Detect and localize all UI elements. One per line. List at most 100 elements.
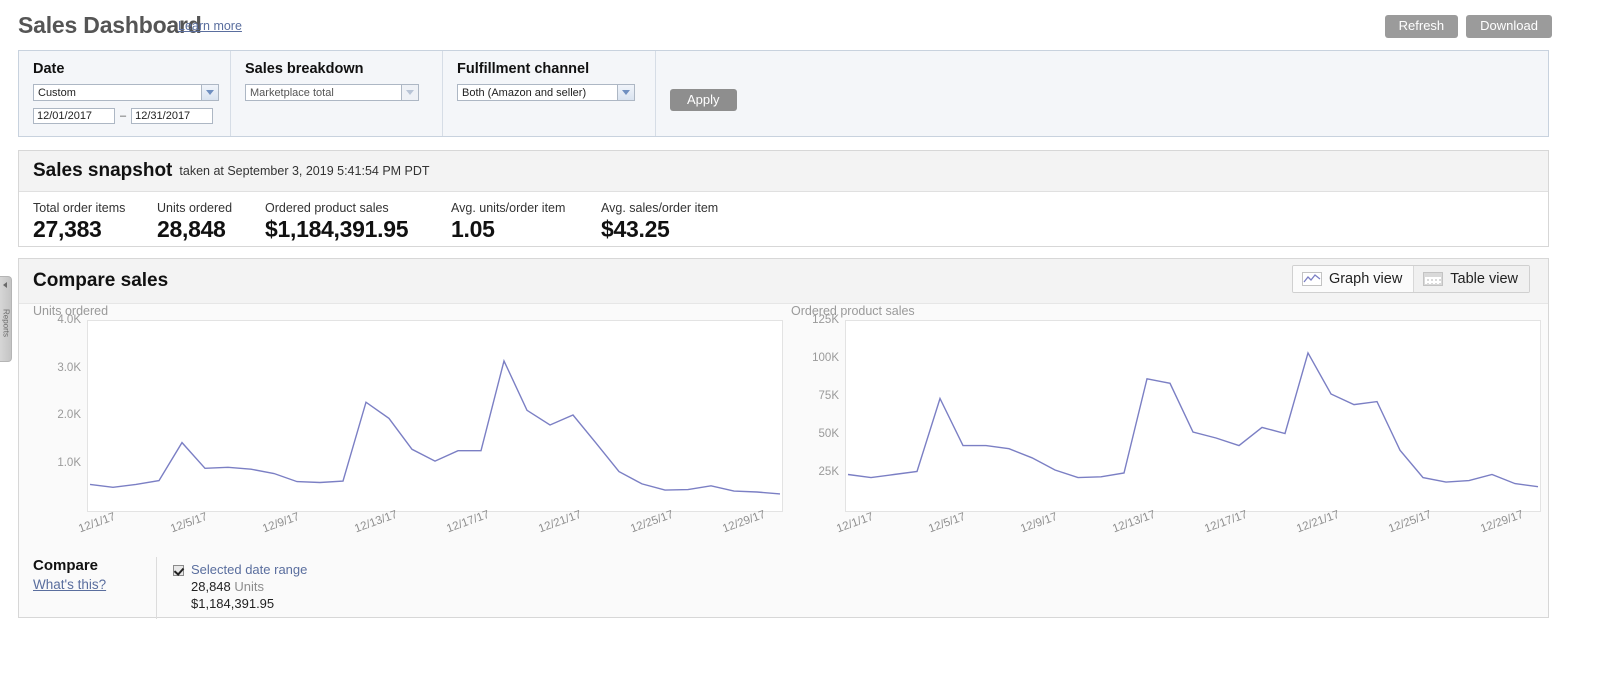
x-axis-tick: 12/25/17 [1387,508,1434,536]
metrics-row: Total order items 27,383 Units ordered 2… [19,192,1548,243]
y-axis-tick: 4.0K [57,314,81,326]
metric-label: Total order items [33,201,126,215]
x-axis-tick: 12/13/17 [353,508,400,536]
compare-legend-area: Compare What's this? Selected date range… [19,557,1548,619]
metric-units-ordered: Units ordered 28,848 [157,201,265,243]
x-axis-tick: 12/17/17 [445,508,492,536]
metric-avg-sales-per-order-item: Avg. sales/order item $43.25 [601,201,761,243]
metric-value: 27,383 [33,216,102,242]
chevron-down-icon [401,85,418,100]
chevron-down-icon [201,85,218,100]
date-range-separator: – [120,110,127,122]
reports-side-tab[interactable]: Reports [0,276,12,362]
whats-this-link[interactable]: What's this? [33,577,107,592]
date-range-inputs: – [33,108,218,124]
metric-total-order-items: Total order items 27,383 [33,201,157,243]
x-axis-labels: 12/1/17 12/5/17 12/9/17 12/13/17 12/17/17 12/… [835,509,1541,550]
metric-value: $43.25 [601,216,670,242]
plot-area[interactable] [87,320,783,512]
y-axis-tick: 3.0K [57,361,81,374]
view-toggle: Graph view Table view [1291,265,1530,293]
compare-sales-header: Compare sales Graph view Table view [19,259,1548,304]
compare-sales-panel: Compare sales Graph view Table view Unit… [18,258,1549,619]
charts-area: Units ordered 1.0K 2.0K 3.0K 4.0K 12/1/17 12… [19,304,1548,554]
y-axis-tick: 100K [812,352,839,364]
line-chart-icon [1301,272,1322,286]
date-filter-label: Date [33,61,65,77]
start-date-input[interactable] [33,108,115,124]
legend-item: Selected date range 28,848 Units $1,184,… [173,562,307,611]
chevron-left-icon [3,282,7,288]
x-axis-tick: 12/1/17 [77,510,118,536]
sales-snapshot-header: Sales snapshot taken at September 3, 201… [19,151,1548,192]
graph-view-label: Graph view [1328,271,1403,287]
table-view-label: Table view [1450,271,1518,287]
metric-ordered-product-sales: Ordered product sales $1,184,391.95 [265,201,451,243]
sales-snapshot-title: Sales snapshot [33,160,173,181]
x-axis-tick: 12/21/17 [537,508,584,536]
series-line [89,358,781,495]
sales-breakdown-select[interactable]: Marketplace total [245,84,419,101]
legend-units-value: 28,848 [191,579,231,594]
compare-legend-left: Compare What's this? [33,557,157,619]
compare-sales-title: Compare sales [33,270,169,291]
fulfillment-channel-label: Fulfillment channel [457,61,590,77]
apply-group: Apply [656,51,749,136]
page-header: Sales Dashboard Learn more Refresh Downl… [0,0,1600,44]
x-axis-tick: 12/29/17 [721,508,768,536]
x-axis-tick: 12/5/17 [927,510,968,536]
x-axis-tick: 12/25/17 [629,508,676,536]
x-axis-tick: 12/1/17 [835,510,876,536]
metric-avg-units-per-order-item: Avg. units/order item 1.05 [451,201,601,243]
metric-label: Avg. units/order item [451,201,566,215]
download-button[interactable]: Download [1466,15,1552,38]
y-axis-tick: 25K [818,466,839,478]
chart-ordered-product-sales: Ordered product sales 25K 50K 75K 100K 125K … [791,304,1543,535]
date-range-select-value: Custom [38,86,76,99]
graph-view-button[interactable]: Graph view [1292,266,1414,292]
sales-breakdown-select-value: Marketplace total [250,86,334,99]
legend-series-label: Selected date range [191,562,308,577]
chart-units-ordered: Units ordered 1.0K 2.0K 3.0K 4.0K 12/1/17 12… [33,304,783,535]
legend-units: 28,848 Units [191,579,307,594]
sales-breakdown-group: Sales breakdown Marketplace total [231,51,443,136]
date-filter-group: Date Custom – [19,51,231,136]
metric-value: 28,848 [157,216,226,242]
chevron-down-icon [617,85,634,100]
legend-units-suffix: Units [234,579,265,594]
table-view-button[interactable]: Table view [1413,266,1529,292]
table-icon [1423,272,1444,286]
chart-title: Ordered product sales [791,304,915,318]
x-axis-tick: 12/21/17 [1295,508,1342,536]
y-axis-tick: 75K [818,390,839,402]
metric-value: 1.05 [451,216,495,242]
plot-area[interactable] [845,320,1541,512]
refresh-button[interactable]: Refresh [1384,15,1459,38]
metric-label: Avg. sales/order item [601,201,719,215]
sales-breakdown-label: Sales breakdown [245,61,364,77]
y-axis-tick: 125K [812,314,839,326]
sales-snapshot-timestamp: taken at September 3, 2019 5:41:54 PM PD… [179,164,430,178]
y-axis-tick: 1.0K [57,456,81,469]
metric-label: Ordered product sales [265,201,389,215]
x-axis-labels: 12/1/17 12/5/17 12/9/17 12/13/17 12/17/17 12/… [77,509,783,550]
y-axis-tick: 50K [818,428,839,440]
sales-snapshot-panel: Sales snapshot taken at September 3, 201… [18,150,1549,247]
apply-button[interactable]: Apply [670,89,737,111]
legend-sales-value: $1,184,391.95 [191,596,275,611]
page-title: Sales Dashboard [18,12,202,38]
fulfillment-channel-group: Fulfillment channel Both (Amazon and sel… [443,51,656,136]
chart-title: Units ordered [33,304,109,318]
learn-more-link[interactable]: Learn more [178,19,242,33]
reports-side-tab-label: Reports [1,308,10,338]
selected-date-range-checkbox[interactable] [173,565,184,576]
filter-panel: Date Custom – Sales breakdown Marketplac… [18,50,1549,137]
series-line [847,351,1539,488]
fulfillment-channel-select[interactable]: Both (Amazon and seller) [457,84,635,101]
metric-label: Units ordered [157,201,233,215]
y-axis-tick: 2.0K [57,409,81,421]
x-axis-tick: 12/13/17 [1111,508,1158,536]
legend-text: Selected date range 28,848 Units $1,184,… [191,562,307,611]
end-date-input[interactable] [131,108,214,124]
date-range-select[interactable]: Custom [33,84,219,101]
